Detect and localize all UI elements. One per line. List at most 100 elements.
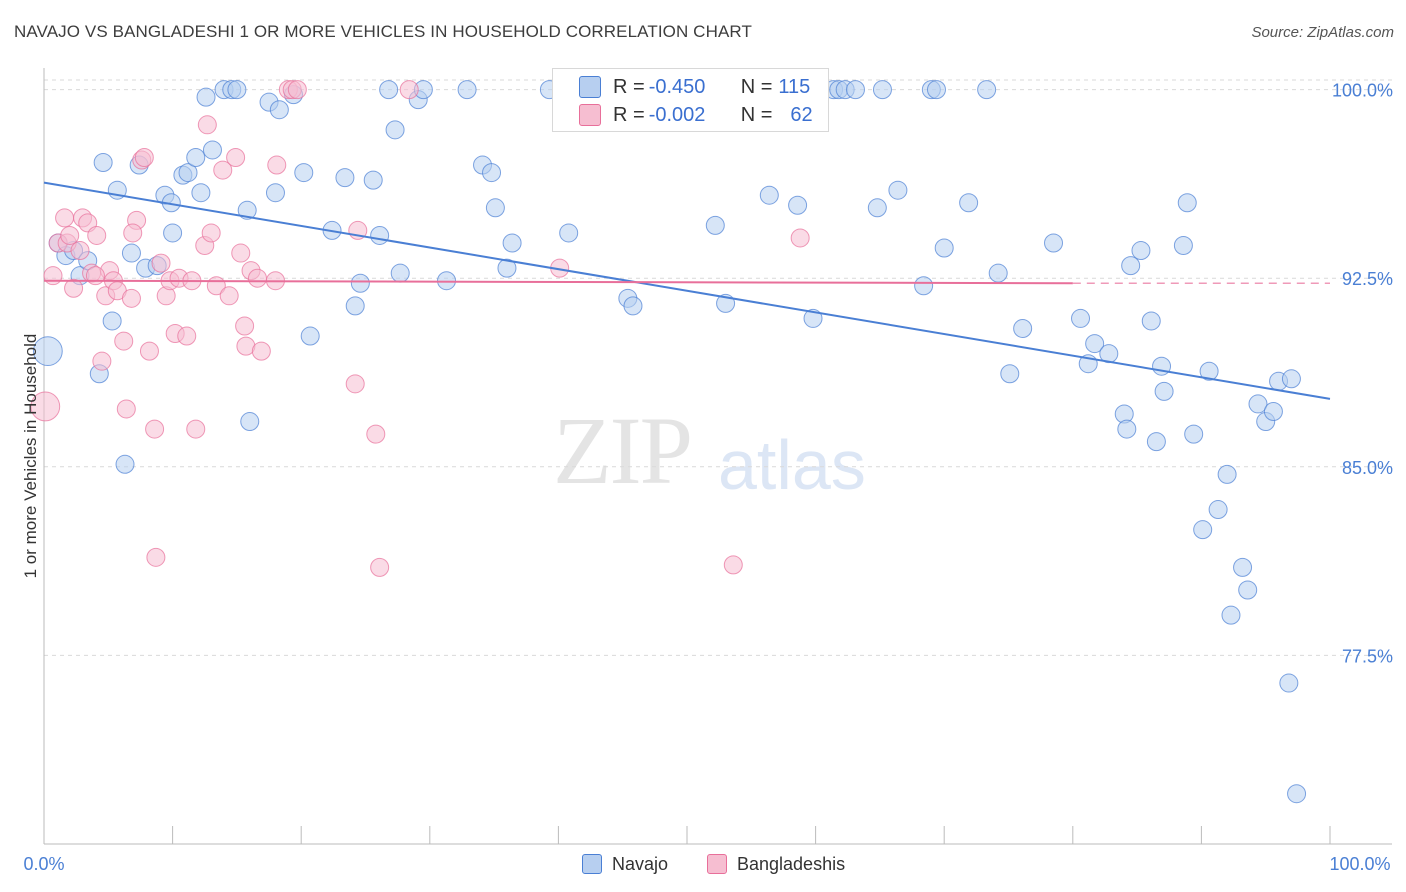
navajo-point	[1177, 193, 1197, 213]
navajo-point	[1233, 557, 1253, 577]
bangladeshi-point	[213, 160, 233, 180]
bottom-legend-bangladeshi: Bangladeshis	[707, 851, 845, 877]
bangladeshi-point	[790, 228, 810, 248]
bangladeshi-point	[251, 341, 271, 361]
bangladeshi-point	[146, 547, 166, 567]
navajo-point	[186, 147, 206, 167]
bangladeshi-trend-line	[43, 279, 1073, 285]
bangladeshi-point	[30, 391, 61, 422]
navajo-point	[759, 185, 779, 205]
navajo-point	[1173, 236, 1193, 256]
navajo-point	[1131, 241, 1151, 261]
legend-row-bangladeshi: R = -0.002 N = 62	[553, 101, 813, 129]
navajo-n-value: 115	[778, 75, 811, 98]
bangladeshi-r-value: -0.002	[648, 103, 706, 126]
navajo-point	[705, 215, 725, 235]
navajo-trend-line	[43, 181, 1331, 400]
bangladeshi-point	[345, 374, 365, 394]
navajo-point	[32, 336, 63, 367]
trend-lines	[43, 181, 1331, 400]
y-axis-title: 1 or more Vehicles in Household	[21, 334, 40, 579]
x-tick-label-max: 100.0%	[1329, 854, 1390, 874]
bangladeshi-point	[151, 253, 171, 273]
bangladeshi-point	[55, 208, 75, 228]
navajo-point	[163, 223, 183, 243]
bangladeshi-point	[201, 223, 221, 243]
bangladeshi-point	[366, 424, 386, 444]
navajo-point	[1044, 233, 1064, 253]
tick-labels: 77.5% 85.0% 92.5% 100.0% 0.0% 100.0%	[23, 81, 1393, 874]
bangladeshi-legend-swatch	[707, 854, 727, 874]
navajo-point	[867, 198, 887, 218]
navajo-point	[265, 183, 285, 203]
bangladeshi-point	[247, 268, 267, 288]
navajo-point	[1238, 580, 1258, 600]
bangladeshi-point	[267, 155, 287, 175]
navajo-point	[121, 243, 141, 263]
source-label: Source: ZipAtlas.com	[1251, 24, 1394, 41]
navajo-point	[934, 238, 954, 258]
navajo-point	[390, 263, 410, 283]
navajo-point	[196, 87, 216, 107]
bangladeshi-point	[723, 555, 743, 575]
navajo-point	[335, 168, 355, 188]
navajo-point	[1217, 464, 1237, 484]
navajo-r-label: R =	[613, 75, 645, 98]
navajo-point	[788, 195, 808, 215]
navajo-point	[914, 276, 934, 296]
bangladeshi-point	[139, 341, 159, 361]
navajo-point	[1287, 784, 1307, 804]
navajo-point	[1281, 369, 1301, 389]
bangladeshi-point	[399, 80, 419, 100]
navajo-point	[237, 200, 257, 220]
navajo-point	[363, 170, 383, 190]
navajo-point	[1013, 318, 1033, 338]
y-tick-label: 85.0%	[1342, 458, 1393, 478]
bangladeshi-n-label: N =	[740, 103, 773, 126]
grid-lines	[44, 79, 1392, 656]
navajo-point	[623, 296, 643, 316]
navajo-point	[1208, 500, 1228, 520]
navajo-point	[350, 273, 370, 293]
watermark-zip: ZIP	[553, 397, 693, 504]
bangladeshi-n-value: 62	[790, 103, 813, 126]
bangladeshi-r-label: R =	[613, 103, 645, 126]
navajo-n-label: N =	[740, 75, 773, 98]
navajo-point	[977, 80, 997, 100]
navajo-point	[803, 308, 823, 328]
bangladeshi-point	[92, 351, 112, 371]
bangladeshi-point	[70, 241, 90, 261]
y-tick-label: 92.5%	[1342, 269, 1393, 289]
navajo-point	[115, 454, 135, 474]
navajo-point	[1141, 311, 1161, 331]
bangladeshi-point	[226, 147, 246, 167]
bangladeshi-point	[231, 243, 251, 263]
axes	[43, 68, 1392, 845]
navajo-point	[1000, 364, 1020, 384]
navajo-point	[227, 80, 247, 100]
navajo-point	[872, 80, 892, 100]
correlation-legend: R = -0.450 N = 115 R = -0.002 N = 62	[552, 68, 829, 132]
navajo-legend-swatch	[582, 854, 602, 874]
bangladeshi-point	[60, 225, 80, 245]
navajo-point	[345, 296, 365, 316]
bangladeshi-points	[30, 80, 810, 577]
navajo-swatch	[579, 76, 601, 98]
navajo-point	[93, 153, 113, 173]
bangladeshi-point	[123, 223, 143, 243]
navajo-point	[1279, 673, 1299, 693]
navajo-point	[191, 183, 211, 203]
navajo-r-value: -0.450	[648, 75, 706, 98]
navajo-point	[1085, 334, 1105, 354]
navajo-point	[1263, 401, 1283, 421]
navajo-points	[32, 80, 1307, 804]
y-tick-label: 77.5%	[1342, 646, 1393, 666]
navajo-point	[559, 223, 579, 243]
navajo-point	[385, 120, 405, 140]
bangladeshi-point	[235, 316, 255, 336]
bangladeshi-point	[134, 147, 154, 167]
navajo-point	[102, 311, 122, 331]
navajo-point	[1199, 361, 1219, 381]
y-tick-label: 100.0%	[1332, 81, 1393, 101]
navajo-point	[1121, 256, 1141, 276]
